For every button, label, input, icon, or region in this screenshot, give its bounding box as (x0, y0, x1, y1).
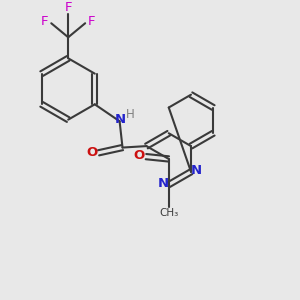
Text: N: N (115, 113, 126, 126)
Text: CH₃: CH₃ (160, 208, 179, 218)
Text: O: O (133, 149, 145, 162)
Text: O: O (86, 146, 97, 159)
Text: F: F (88, 15, 95, 28)
Text: N: N (158, 177, 169, 190)
Text: F: F (64, 1, 72, 14)
Text: F: F (41, 15, 49, 28)
Text: H: H (125, 108, 134, 121)
Text: N: N (191, 164, 202, 177)
